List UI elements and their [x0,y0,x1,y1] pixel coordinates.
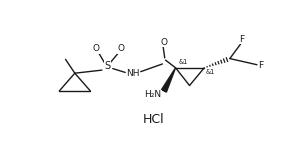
Text: F: F [239,35,244,44]
Text: O: O [92,44,99,53]
Text: &1: &1 [206,69,215,75]
Text: NH: NH [126,69,140,78]
Text: O: O [118,44,125,53]
Polygon shape [162,68,175,92]
Text: &1: &1 [179,59,188,65]
Text: S: S [104,61,110,71]
Text: F: F [258,61,263,70]
Text: O: O [160,38,167,47]
Text: HCl: HCl [143,113,165,126]
Text: H₂N: H₂N [144,90,162,99]
